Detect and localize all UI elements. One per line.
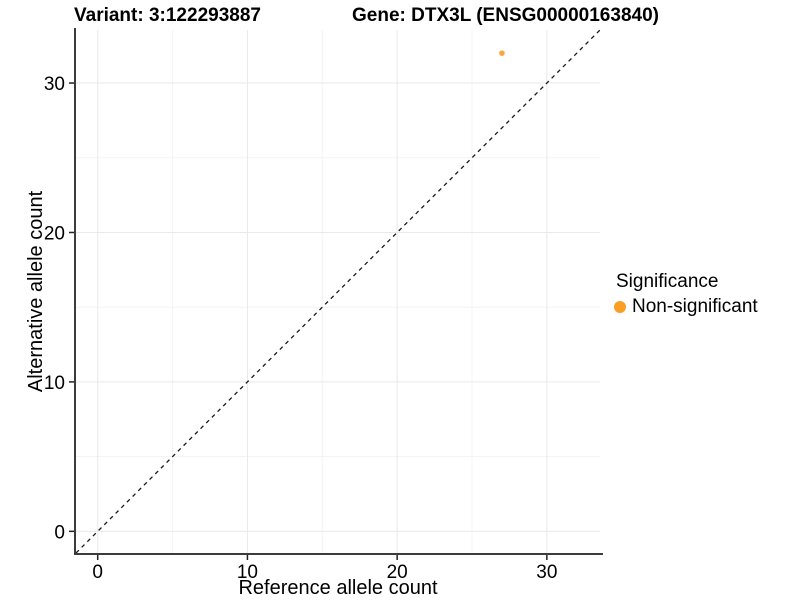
x-tick-label: 20 (387, 562, 408, 583)
legend-point-icon (614, 301, 626, 313)
legend-item-label: Non-significant (632, 296, 758, 317)
variant-title: Variant: 3:122293887 (74, 5, 261, 26)
y-tick-label: 0 (54, 522, 65, 543)
x-axis-title: Reference allele count (238, 577, 437, 599)
gene-title: Gene: DTX3L (ENSG00000163840) (352, 5, 659, 26)
y-tick-label: 20 (44, 223, 65, 244)
x-tick-label: 10 (237, 562, 258, 583)
y-axis-title: Alternative allele count (25, 190, 47, 392)
identity-line (75, 29, 601, 554)
y-tick-label: 30 (44, 74, 65, 95)
y-tick-label: 10 (44, 373, 65, 394)
legend-item-non-significant: Non-significant (614, 296, 758, 318)
legend: Significance Non-significant (614, 271, 758, 318)
data-point (499, 50, 505, 56)
legend-title: Significance (616, 271, 719, 292)
x-tick-label: 0 (92, 562, 103, 583)
x-tick-label: 30 (536, 562, 557, 583)
